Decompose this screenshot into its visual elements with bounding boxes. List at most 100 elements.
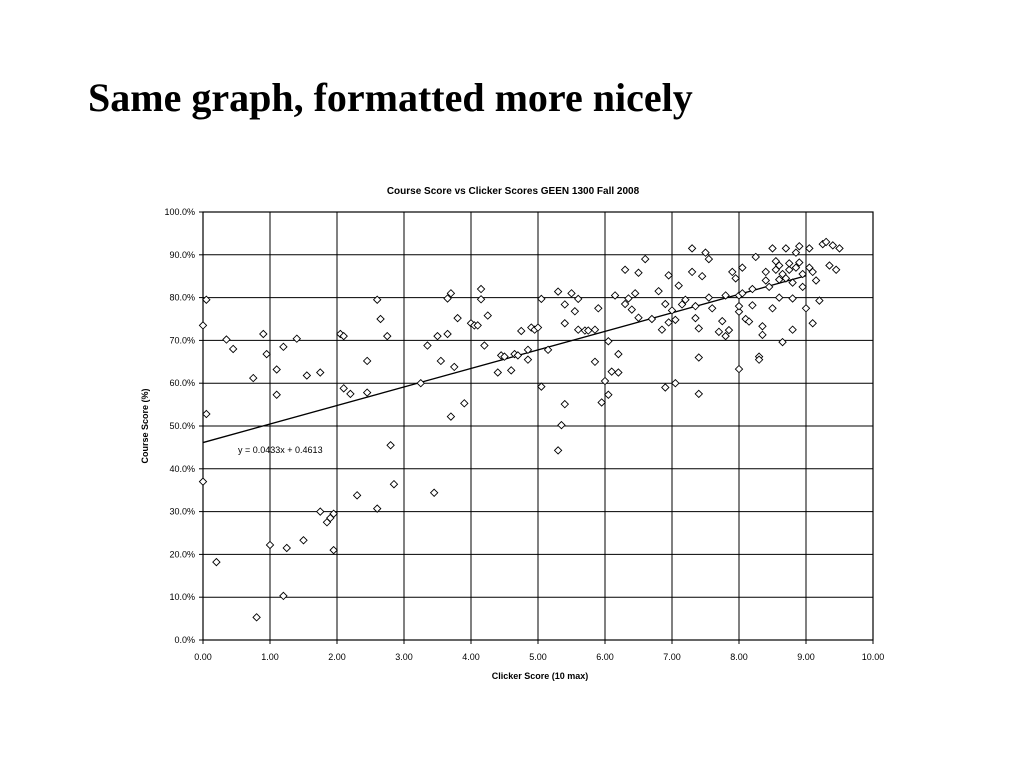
data-point [785, 259, 794, 268]
data-point [202, 409, 211, 419]
data-point [781, 274, 791, 283]
data-point [768, 304, 777, 313]
data-point [533, 323, 543, 332]
data-point [567, 289, 576, 298]
x-tick-label: 0.00 [194, 652, 212, 662]
data-point [483, 311, 492, 320]
data-point [687, 267, 697, 277]
data-point [329, 545, 338, 555]
data-point [262, 349, 271, 359]
y-tick-label: 50.0% [169, 421, 195, 431]
data-point [543, 345, 553, 355]
data-point [791, 263, 801, 272]
data-point [761, 276, 771, 285]
data-point [600, 376, 610, 386]
y-tick-label: 70.0% [169, 335, 195, 345]
data-point [657, 325, 667, 334]
data-point [202, 295, 211, 304]
data-point [433, 331, 442, 341]
data-point [362, 388, 372, 397]
data-point [721, 331, 730, 341]
data-point [691, 301, 700, 311]
data-point [671, 315, 680, 325]
y-tick-label: 90.0% [169, 250, 195, 260]
data-point [748, 301, 757, 310]
data-point [681, 295, 690, 304]
data-point [537, 294, 546, 304]
data-point [610, 291, 620, 300]
data-point [774, 275, 784, 284]
data-point [329, 509, 338, 518]
x-tick-label: 7.00 [663, 652, 681, 662]
data-point [788, 325, 797, 334]
data-point [697, 271, 707, 281]
data-point [614, 349, 623, 359]
data-point [339, 384, 348, 393]
data-point [821, 237, 831, 247]
data-point [704, 254, 714, 264]
data-point [517, 326, 526, 336]
data-point [614, 368, 623, 377]
data-point [694, 389, 704, 399]
data-point [372, 504, 382, 513]
data-point [228, 344, 238, 354]
y-tick-label: 20.0% [169, 549, 195, 559]
data-point [302, 371, 312, 380]
data-point [590, 325, 600, 334]
data-point [731, 274, 740, 283]
data-point [630, 289, 640, 298]
data-point [282, 543, 291, 553]
data-point [594, 304, 603, 313]
data-point [299, 536, 308, 545]
data-point [801, 304, 811, 313]
data-point [429, 488, 439, 498]
x-tick-label: 10.00 [862, 652, 885, 662]
data-point [473, 321, 482, 330]
data-point [443, 294, 452, 303]
data-point [423, 341, 432, 350]
data-point [316, 507, 325, 516]
x-tick-label: 1.00 [261, 652, 279, 662]
x-tick-label: 4.00 [462, 652, 480, 662]
data-point [718, 316, 727, 326]
data-point [292, 334, 302, 343]
data-point [758, 330, 767, 340]
data-point [768, 244, 777, 253]
x-tick-label: 2.00 [328, 652, 346, 662]
data-point [316, 368, 325, 377]
data-point [761, 267, 771, 277]
data-point [798, 269, 807, 279]
y-tick-label: 80.0% [169, 293, 195, 303]
data-point [785, 265, 794, 275]
y-tick-label: 60.0% [169, 378, 195, 388]
data-point [758, 322, 767, 331]
data-point [560, 300, 570, 309]
data-point [721, 291, 730, 300]
data-point [677, 300, 687, 309]
data-point [590, 357, 600, 367]
data-point [624, 294, 633, 303]
x-tick-label: 9.00 [797, 652, 815, 662]
data-point [664, 271, 673, 280]
data-point [493, 368, 503, 377]
tick-labels: 0.00 1.00 2.00 3.00 4.00 5.00 6.00 7.00 8.00 9.00… [164, 207, 884, 662]
data-point [828, 241, 838, 250]
data-point [386, 441, 395, 450]
data-point [825, 261, 834, 270]
data-point [634, 268, 643, 278]
y-tick-label: 0.0% [174, 635, 195, 645]
data-point [560, 319, 570, 328]
y-axis-title: Course Score (%) [140, 388, 150, 463]
data-point [523, 355, 533, 364]
data-point [376, 314, 385, 324]
data-point [480, 341, 489, 350]
data-point [634, 313, 643, 322]
data-point [754, 355, 764, 364]
data-point [222, 335, 231, 344]
data-point [704, 293, 714, 302]
data-point [259, 329, 268, 339]
data-point [808, 319, 817, 328]
data-point [336, 329, 345, 339]
data-point [460, 399, 469, 408]
